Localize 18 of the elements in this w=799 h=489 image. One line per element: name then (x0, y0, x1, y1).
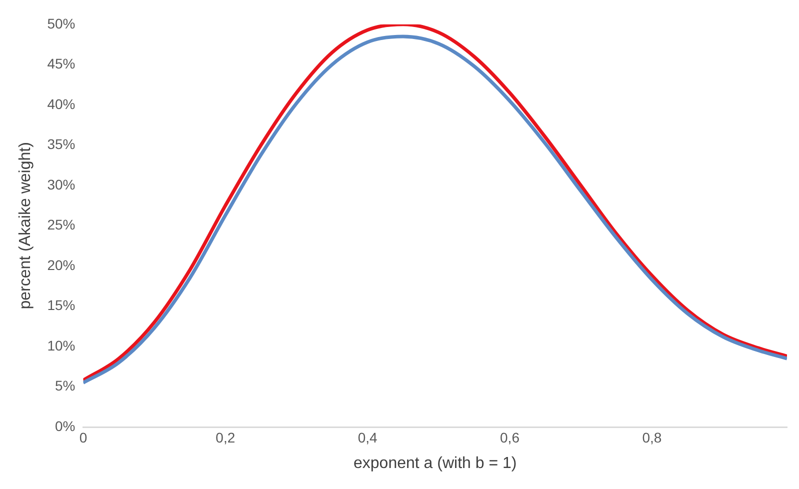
x-tick-label: 0,8 (642, 429, 662, 446)
y-tick-label: 15% (47, 297, 76, 314)
x-tick-label: 0,2 (216, 429, 236, 446)
x-tick-label: 0,4 (358, 429, 378, 446)
y-tick-label: 25% (47, 216, 76, 233)
y-tick-label: 35% (47, 136, 76, 152)
y-tick-label: 20% (47, 256, 76, 273)
y-axis-title: percent (Akaike weight) (17, 142, 34, 310)
x-axis-title: exponent a (with b = 1) (354, 454, 517, 472)
x-tick-label: 0,6 (500, 429, 520, 446)
y-tick-label: 45% (47, 56, 76, 72)
y-tick-label: 0% (54, 418, 76, 434)
y-tick-label: 50% (47, 15, 76, 32)
y-tick-label: 10% (47, 337, 76, 354)
y-tick-label: 40% (47, 96, 76, 112)
x-tick-label: 0 (79, 429, 88, 446)
y-tick-label: 5% (54, 378, 76, 394)
y-tick-label: 30% (47, 176, 76, 192)
